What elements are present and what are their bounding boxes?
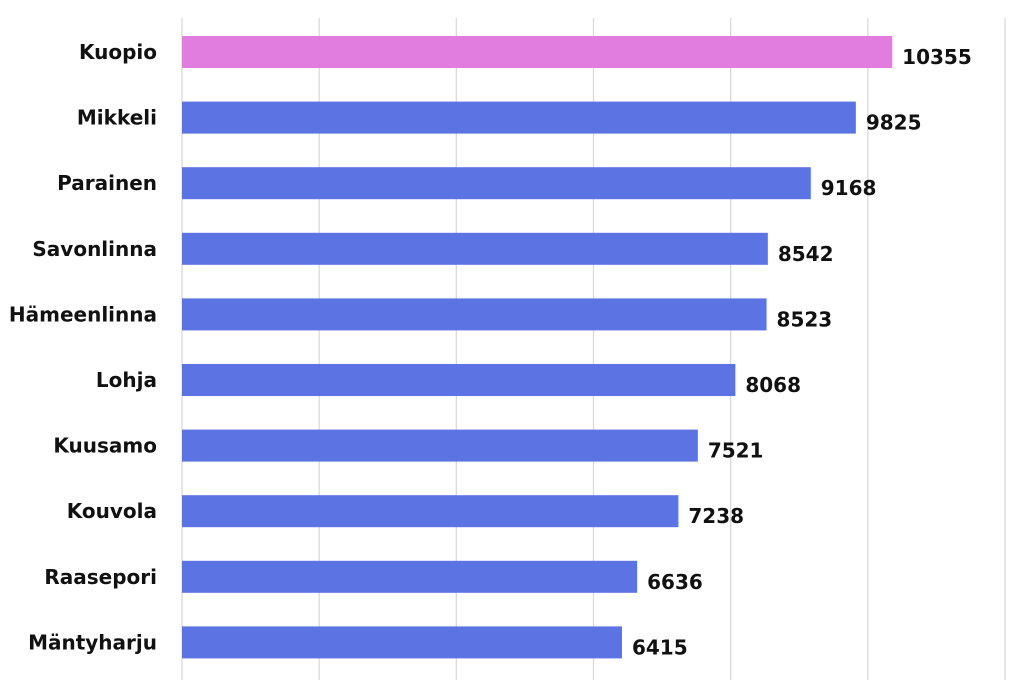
category-label: Hämeenlinna: [9, 302, 157, 326]
value-labels: 10355 9825 9168 8542 8523 8068 7521 7238 6636 641…: [632, 45, 972, 659]
value-label: 6415: [632, 635, 688, 659]
bar: [182, 167, 811, 200]
bar: [182, 429, 698, 462]
bar: [182, 36, 893, 68]
category-label: Kuusamo: [53, 434, 157, 458]
value-label: 8068: [745, 373, 801, 397]
value-label: 7238: [688, 504, 744, 528]
category-label: Parainen: [57, 171, 157, 195]
value-label: 8523: [777, 307, 833, 331]
value-label: 6636: [647, 570, 703, 594]
category-label: Raasepori: [44, 565, 157, 589]
bar: [182, 101, 856, 134]
bar: [182, 232, 768, 265]
value-label: 9825: [866, 111, 922, 135]
category-label: Mäntyharju: [28, 630, 157, 654]
bar: [182, 298, 767, 331]
value-label: 8542: [778, 242, 834, 266]
category-label: Kuopio: [79, 40, 157, 64]
bar: [182, 364, 736, 396]
category-label: Savonlinna: [32, 237, 157, 261]
bars: [182, 36, 893, 659]
value-label: 7521: [708, 439, 764, 463]
category-labels: Kuopio Mikkeli Parainen Savonlinna Hämeenlin…: [9, 40, 157, 654]
value-label: 10355: [902, 45, 972, 69]
value-label: 9168: [821, 176, 877, 200]
category-label: Kouvola: [67, 499, 157, 523]
bar: [182, 560, 638, 593]
category-label: Mikkeli: [77, 106, 157, 130]
bar: [182, 626, 622, 659]
bar: [182, 495, 679, 528]
category-label: Lohja: [96, 368, 157, 392]
